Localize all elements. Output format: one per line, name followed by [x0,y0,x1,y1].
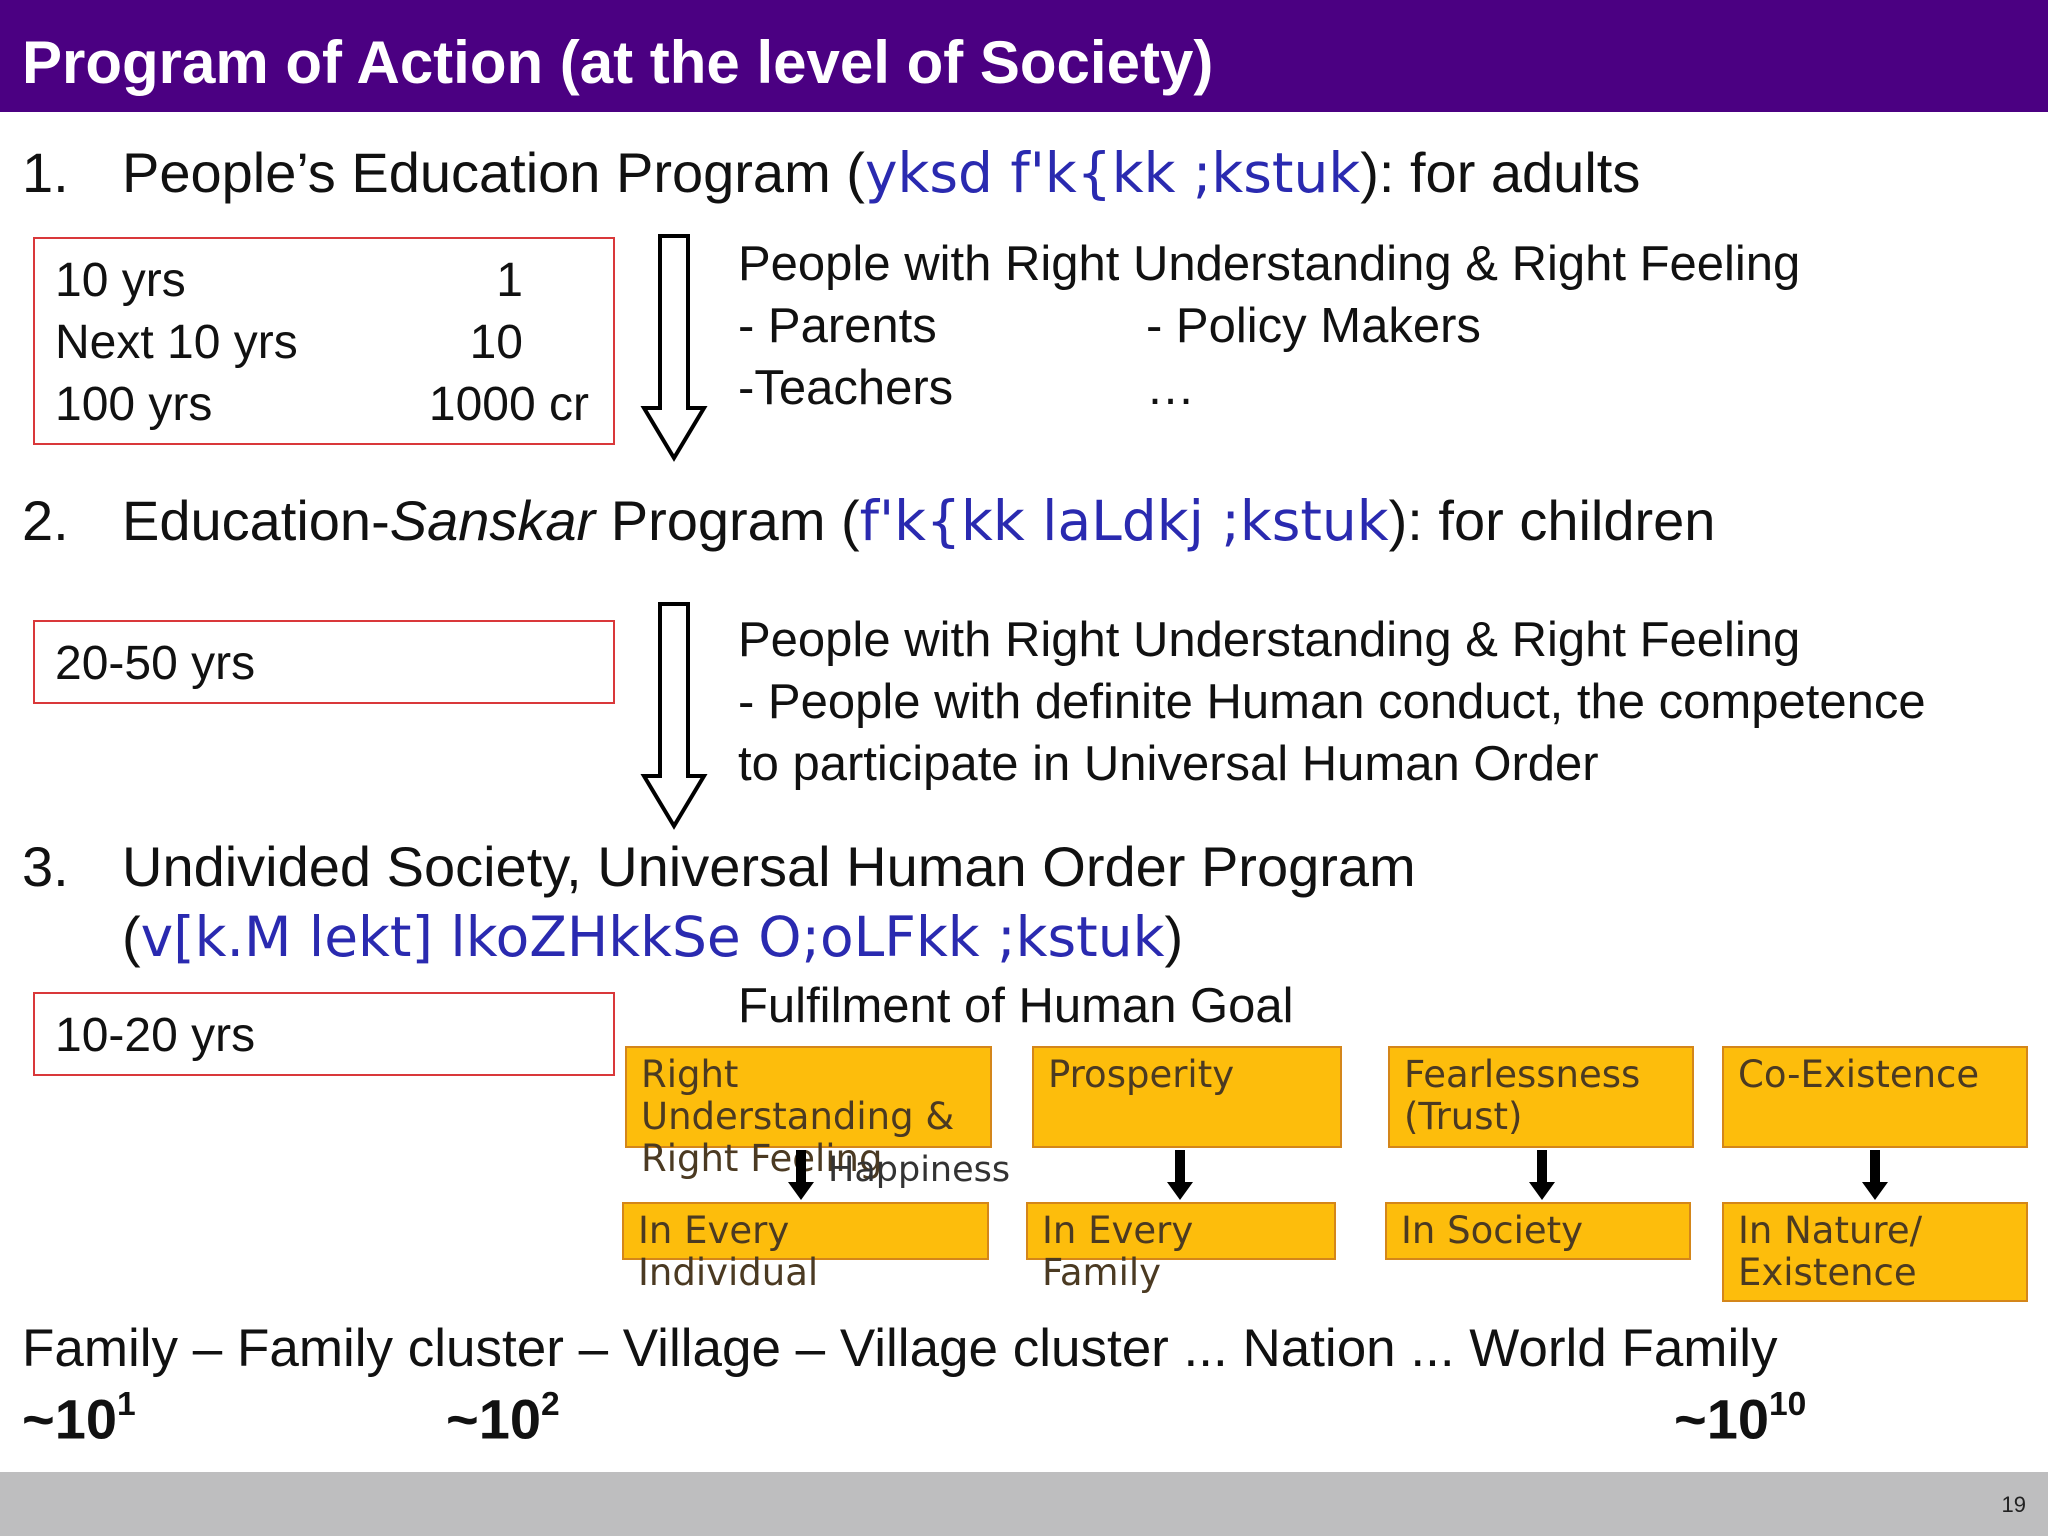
goal-bottom-box: In Every Family [1026,1202,1336,1294]
desc2-line1: People with Right Understanding & Right … [738,613,1801,667]
timeline-box-3: 10-20 yrs [33,992,615,1076]
goal-top-box: Co-Existence [1722,1046,2028,1148]
section-2-hindi: f'k{kk laLdkj ;kstuk [859,489,1389,553]
footer-bar [0,1472,2048,1536]
desc2-line3: to participate in Universal Human Order [738,737,1599,791]
title-bar [0,0,2048,112]
order-base-1: ~10 [22,1387,117,1451]
timeline-box-1: 10 yrs 1 Next 10 yrs 10 100 yrs 1000 cr [33,237,615,445]
arrow-down-icon [1862,1150,1888,1200]
desc1-line1: People with Right Understanding & Right … [738,237,1801,291]
timeline-box-2: 20-50 yrs [33,620,615,704]
order-exp-3: 10 [1769,1386,1807,1423]
box3-text: 10-20 yrs [55,1009,256,1062]
desc1-parents: - Parents [738,299,937,353]
arrow-down-icon [788,1150,814,1200]
section-1-hindi: yksd f'k{kk ;kstuk [864,141,1361,205]
goal-bottom-box: In Every Individual [622,1202,989,1294]
box1-value-1: 1 [496,254,523,307]
order-exp-1: 1 [117,1386,136,1423]
down-arrow-icon [640,234,708,462]
goal-top-box: Right Understanding & Right Feeling [625,1046,992,1180]
order-base-2: ~10 [446,1387,541,1451]
box1-period-1: 10 yrs [55,254,186,307]
box1-period-3: 100 yrs [55,378,213,431]
arrow-down-icon [1167,1150,1193,1200]
order-exp-2: 2 [541,1386,560,1423]
section-2-tail: ): for children [1388,489,1716,552]
happiness-label: Happiness [828,1150,1011,1190]
section-1-number: 1. [22,141,69,204]
section-3-hindi: v[k.M lekt] lkoZHkkSe O;oLFkk ;kstuk [140,905,1165,969]
box1-value-2: 10 [469,316,523,369]
order-base-3: ~10 [1674,1387,1769,1451]
section-3-line1: Undivided Society, Universal Human Order… [122,835,1416,898]
order-magnitude-2: ~102 [446,1386,560,1452]
box1-value-3: 1000 cr [428,378,589,431]
section-3-heading: 3. Undivided Society, Universal Human Ord… [22,834,1416,899]
box2-text: 20-50 yrs [55,637,256,690]
order-line: Family – Family cluster – Village – Vill… [22,1319,1778,1378]
section-1-text: People’s Education Program ( [122,141,865,204]
order-magnitude-1: ~101 [22,1386,136,1452]
section-2-mid: Program ( [595,489,860,552]
goal-bottom-box: In Nature/ Existence [1722,1202,2028,1302]
desc1-policy-makers: - Policy Makers [1146,299,1481,353]
goal-top-box: Prosperity [1032,1046,1342,1148]
section-2-number: 2. [22,489,69,552]
section-1-heading: 1. People’s Education Program (yksd f'k{k… [22,140,1640,205]
box1-period-2: Next 10 yrs [55,316,298,369]
order-magnitude-3: ~1010 [1674,1386,1806,1452]
section-2-italic: Sanskar [389,489,596,552]
desc1-teachers: -Teachers [738,361,954,415]
section-3-hindi-line: (v[k.M lekt] lkoZHkkSe O;oLFkk ;kstuk) [122,904,1183,969]
desc2-line2: - People with definite Human conduct, th… [738,675,1926,729]
page-number: 19 [2001,1492,2026,1517]
section-3-close: ) [1164,905,1184,968]
section-2-heading: 2. Education-Sanskar Program (f'k{kk laLd… [22,488,1715,553]
section-1-tail: ): for adults [1360,141,1641,204]
desc1-ellipsis: … [1146,361,1195,415]
goal-title: Fulfilment of Human Goal [738,979,1294,1033]
goal-top-box: Fearlessness (Trust) [1388,1046,1694,1148]
down-arrow-icon [640,602,708,830]
section-3-open: ( [122,905,141,968]
slide-title: Program of Action (at the level of Socie… [22,29,1214,96]
section-3-number: 3. [22,835,69,898]
section-2-prefix: Education- [122,489,390,552]
arrow-down-icon [1529,1150,1555,1200]
goal-bottom-box: In Society [1385,1202,1691,1260]
